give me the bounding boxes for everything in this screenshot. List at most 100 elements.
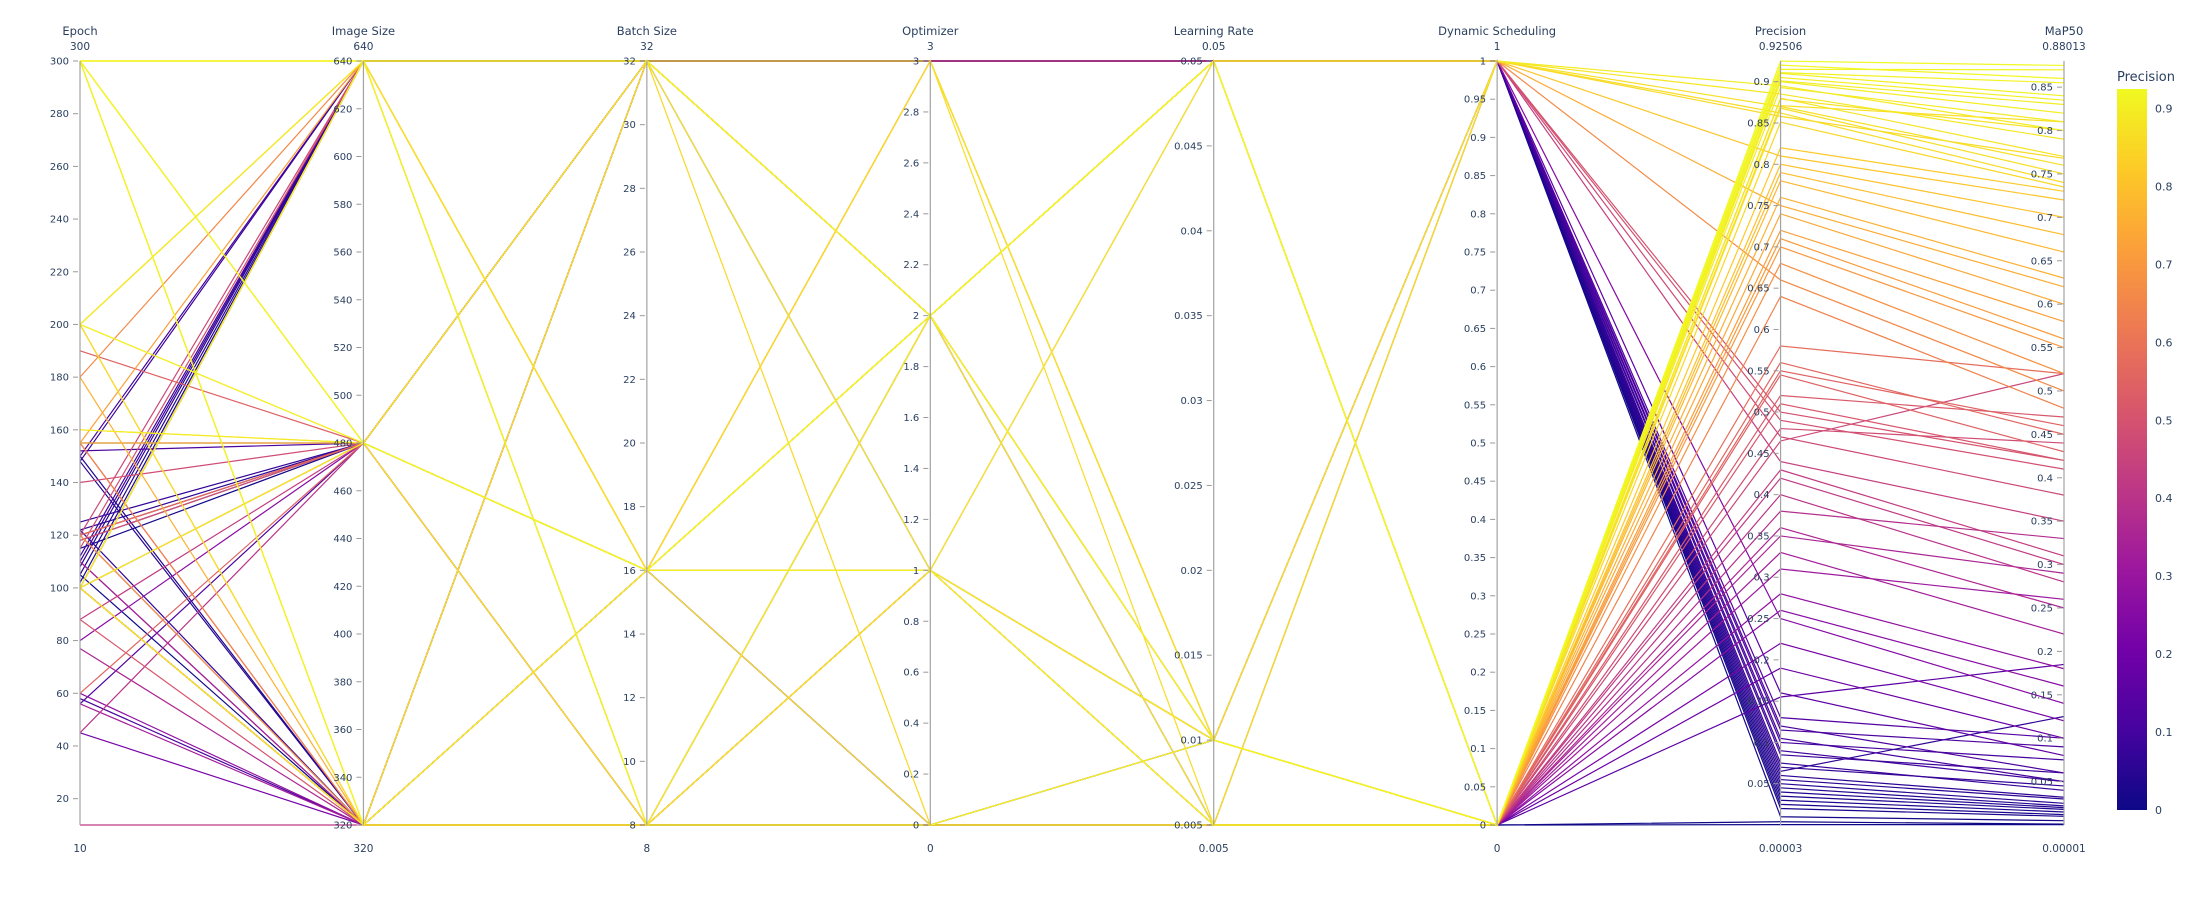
- tick-label: 400: [333, 630, 352, 641]
- axis-title-precision[interactable]: Precision: [1755, 24, 1806, 38]
- colorbar: Precision 0 0.1 0.2 0.3 0.4 0.5 0.6 0.7 0.8 0.9: [2117, 70, 2175, 817]
- tick-label: 0.1: [2037, 734, 2053, 745]
- tick-label: 1: [1480, 57, 1486, 68]
- tick-label: 0.35: [1747, 531, 1769, 542]
- axis-map50: MaP50 0.88013 0.00001 0.05 0.1 0.15 0.2 0.25 0.3…: [2031, 24, 2086, 855]
- tick-label: 220: [50, 267, 69, 278]
- tick-label: 0.25: [2031, 603, 2053, 614]
- tick-label: 2: [913, 311, 919, 322]
- tick-label: 20: [56, 794, 69, 805]
- axis-title-epoch[interactable]: Epoch: [62, 24, 97, 38]
- tick-label: 0.01: [1180, 736, 1202, 747]
- axis-title-image-size[interactable]: Image Size: [332, 24, 395, 38]
- tick-label: 0.6: [2037, 300, 2053, 311]
- tick-label: 300: [50, 57, 69, 68]
- run-line: [79, 60, 2065, 826]
- tick-label: 600: [333, 152, 352, 163]
- axis-range-bottom-batch-size: 8: [644, 843, 651, 855]
- run-line: [80, 59, 2065, 827]
- tick-label: 480: [333, 439, 352, 450]
- tick-label: 0.02: [1180, 566, 1202, 577]
- axis-range-bottom-epoch: 10: [73, 843, 86, 855]
- tick-label: 0.15: [1747, 697, 1769, 708]
- tick-label: 0.15: [2031, 690, 2053, 701]
- tick-label: 2.2: [903, 260, 919, 271]
- tick-label: 0.45: [1747, 449, 1769, 460]
- tick-label: 2.8: [903, 107, 919, 118]
- tick-label: 380: [333, 677, 352, 688]
- tick-label: 0.65: [2031, 256, 2053, 267]
- tick-label: 0.3: [1470, 591, 1486, 602]
- colorbar-tick-label: 0.2: [2155, 648, 2173, 661]
- tick-label: 0.7: [2037, 213, 2053, 224]
- tick-label: 60: [56, 689, 69, 700]
- tick-label: 0.2: [2037, 647, 2053, 658]
- tick-label: 0.6: [1754, 325, 1770, 336]
- axis-title-optimizer[interactable]: Optimizer: [902, 24, 959, 38]
- tick-label: 16: [623, 566, 636, 577]
- tick-label: 3: [913, 57, 919, 68]
- tick-label: 0.35: [2031, 517, 2053, 528]
- tick-label: 0.7: [1754, 242, 1770, 253]
- colorbar-tick-label: 0: [2155, 804, 2162, 817]
- tick-label: 28: [623, 184, 636, 195]
- axis-optimizer: Optimizer 3 00 0.2 0.4 0.6 0.8 1 1.2 1.4 1.6 1.8 2 2.…: [902, 24, 959, 855]
- tick-label: 100: [50, 583, 69, 594]
- tick-label: 0.25: [1464, 630, 1486, 641]
- tick-label: 280: [50, 109, 69, 120]
- tick-label: 0.3: [2037, 560, 2053, 571]
- axis-title-learning-rate[interactable]: Learning Rate: [1174, 24, 1254, 38]
- tick-label: 0.65: [1464, 324, 1486, 335]
- tick-label: 0.55: [2031, 343, 2053, 354]
- colorbar-tick-label: 0.3: [2155, 570, 2173, 583]
- tick-label: 540: [333, 295, 352, 306]
- tick-label: 0.05: [1464, 782, 1486, 793]
- tick-label: 0.015: [1174, 651, 1203, 662]
- tick-label: 0.55: [1464, 400, 1486, 411]
- tick-label: 12: [623, 693, 636, 704]
- tick-label: 0.3: [1754, 573, 1770, 584]
- tick-label: 0.6: [903, 668, 919, 679]
- tick-label: 0.35: [1464, 553, 1486, 564]
- tick-label: 0.2: [903, 770, 919, 781]
- tick-label: 2.4: [903, 209, 919, 220]
- tick-label: 0.8: [1470, 209, 1486, 220]
- tick-label: 0.05: [1180, 57, 1202, 68]
- tick-label: 0.95: [1464, 95, 1486, 106]
- axes-layer: Epoch30010204060801001201401601802002202…: [50, 24, 2086, 855]
- tick-label: 180: [50, 373, 69, 384]
- axis-title-map50[interactable]: MaP50: [2045, 24, 2084, 38]
- tick-label: 1.4: [903, 464, 919, 475]
- tick-label: 0: [1480, 821, 1486, 832]
- tick-label: 0.7: [1470, 286, 1486, 297]
- axis-title-dynamic-scheduling[interactable]: Dynamic Scheduling: [1438, 24, 1556, 38]
- tick-label: 1.2: [903, 515, 919, 526]
- run-line: [80, 60, 2065, 826]
- axis-range-top-optimizer: 3: [927, 41, 934, 53]
- tick-label: 32: [623, 57, 636, 68]
- tick-label: 1.6: [903, 413, 919, 424]
- tick-label: 14: [623, 630, 636, 641]
- tick-label: 0.4: [1470, 515, 1486, 526]
- tick-label: 200: [50, 320, 69, 331]
- tick-label: 0.1: [1754, 738, 1770, 749]
- tick-label: 0.85: [2031, 83, 2053, 94]
- tick-label: 0.85: [1464, 171, 1486, 182]
- tick-label: 0.65: [1747, 284, 1769, 295]
- colorbar-tick-label: 0.4: [2155, 492, 2173, 505]
- tick-label: 0.05: [1747, 779, 1769, 790]
- tick-label: 30: [623, 120, 636, 131]
- tick-label: 240: [50, 215, 69, 226]
- axis-range-bottom-optimizer: 0: [927, 843, 934, 855]
- axis-title-batch-size[interactable]: Batch Size: [617, 24, 677, 38]
- tick-label: 22: [623, 375, 636, 386]
- tick-label: 0.2: [1754, 655, 1770, 666]
- tick-label: 0.05: [2031, 777, 2053, 788]
- tick-label: 0.45: [2031, 430, 2053, 441]
- axis-range-bottom-learning-rate: 0.005: [1199, 843, 1229, 855]
- colorbar-tick-label: 0.8: [2155, 180, 2173, 193]
- axis-dynamic-scheduling: Dynamic Scheduling 1 00 0.05 0.1 0.15 0.2 0.25 0…: [1438, 24, 1556, 855]
- tick-label: 460: [333, 486, 352, 497]
